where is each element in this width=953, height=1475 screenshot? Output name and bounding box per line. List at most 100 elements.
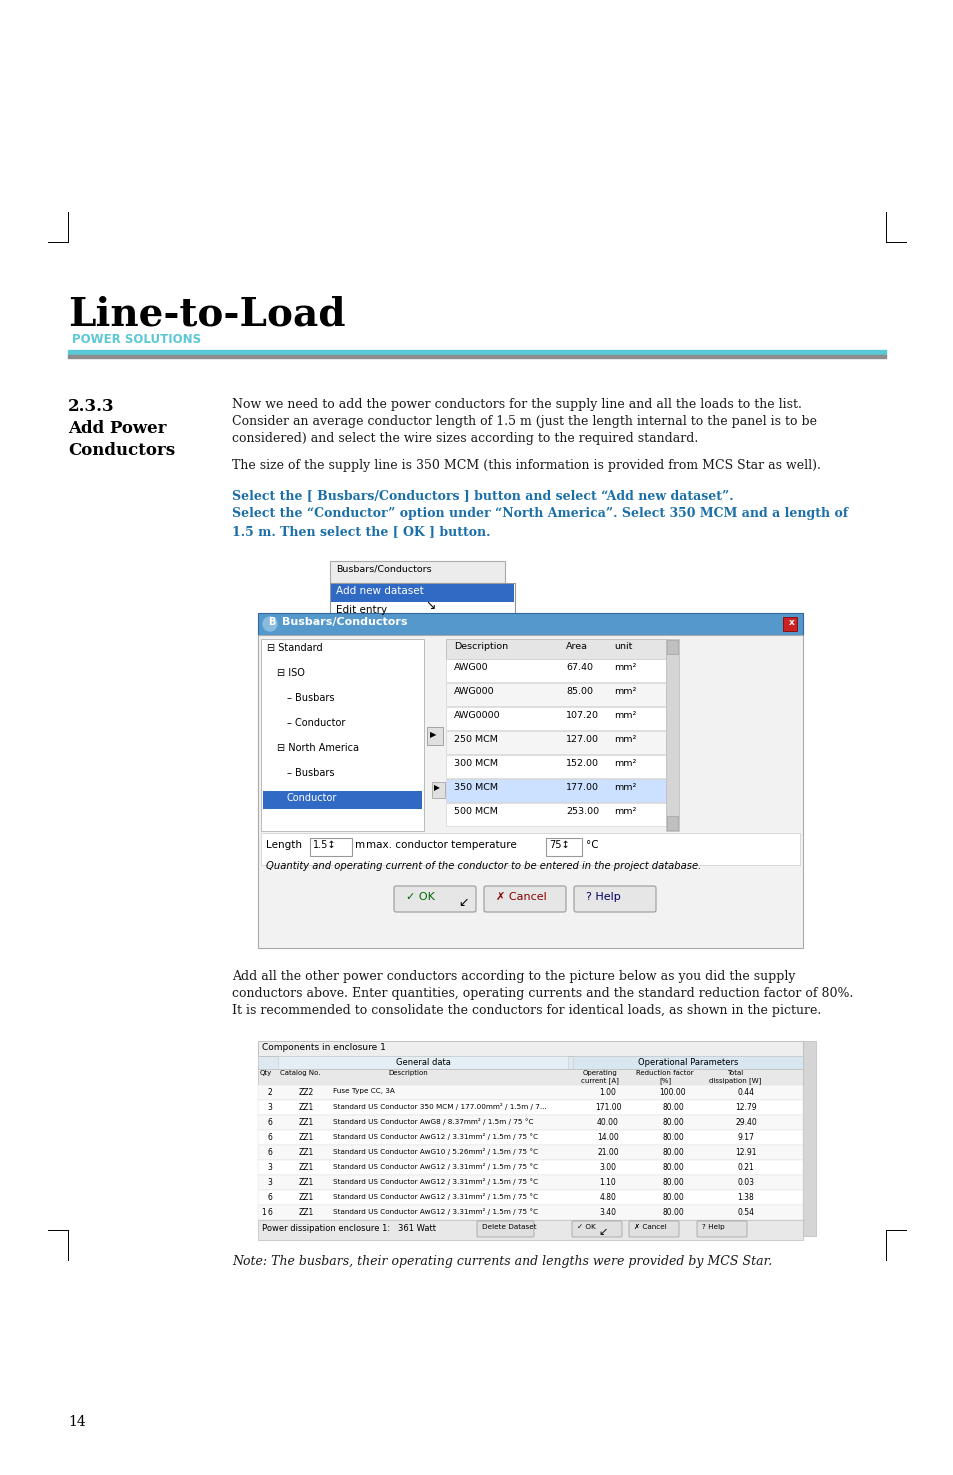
Text: Standard US Conductor AwG12 / 3.31mm² / 1.5m / 75 °C: Standard US Conductor AwG12 / 3.31mm² / … [333, 1133, 537, 1140]
Bar [545, 838, 581, 856]
Bar [446, 659, 665, 681]
Text: 250 MCM: 250 MCM [454, 735, 497, 743]
Text: 4.80: 4.80 [598, 1193, 616, 1202]
Text: ↙: ↙ [598, 1227, 607, 1238]
Text: The size of the supply line is 350 MCM (this information is provided from MCS St: The size of the supply line is 350 MCM (… [232, 459, 820, 472]
Text: 75↕: 75↕ [548, 839, 569, 850]
Text: 127.00: 127.00 [565, 735, 598, 743]
Text: Quantity and operating current of the conductor to be entered in the project dat: Quantity and operating current of the co… [266, 861, 700, 872]
Text: 1: 1 [261, 1208, 266, 1217]
Text: unit: unit [614, 642, 632, 650]
FancyBboxPatch shape [483, 886, 565, 912]
Text: Catalog No.: Catalog No. [279, 1069, 320, 1075]
Text: Standard US Conductor AwG12 / 3.31mm² / 1.5m / 75 °C: Standard US Conductor AwG12 / 3.31mm² / … [333, 1193, 537, 1201]
FancyBboxPatch shape [476, 1221, 534, 1238]
Text: ZZ1: ZZ1 [298, 1148, 314, 1156]
Bar [446, 802, 665, 826]
Text: x: x [788, 618, 794, 627]
Text: Add all the other power conductors according to the picture below as you did the: Add all the other power conductors accor… [232, 971, 795, 982]
Text: 0.21: 0.21 [737, 1162, 754, 1173]
Text: Busbars/Conductors: Busbars/Conductors [335, 565, 431, 574]
Text: Area: Area [565, 642, 587, 650]
Bar [330, 583, 515, 625]
Bar [263, 791, 421, 808]
Bar [432, 782, 444, 798]
Text: Consider an average conductor length of 1.5 m (just the length internal to the p: Consider an average conductor length of … [232, 414, 816, 428]
Text: 3.00: 3.00 [598, 1162, 616, 1173]
Text: Standard US Conductor AwG10 / 5.26mm² / 1.5m / 75 °C: Standard US Conductor AwG10 / 5.26mm² / … [333, 1148, 537, 1155]
FancyBboxPatch shape [697, 1221, 746, 1238]
Bar [446, 732, 665, 754]
Text: mm²: mm² [614, 735, 636, 743]
Bar [427, 727, 442, 745]
Bar [277, 1056, 567, 1069]
Bar [257, 1145, 802, 1159]
Text: mm²: mm² [614, 760, 636, 768]
Text: AWG000: AWG000 [454, 687, 494, 696]
Text: Description: Description [388, 1069, 428, 1075]
Bar [257, 1041, 802, 1056]
Text: 12.91: 12.91 [735, 1148, 756, 1156]
Text: ZZ1: ZZ1 [298, 1193, 314, 1202]
Text: General data: General data [395, 1058, 450, 1066]
Text: 85.00: 85.00 [565, 687, 593, 696]
Text: ? Help: ? Help [701, 1224, 724, 1230]
Text: 80.00: 80.00 [661, 1133, 683, 1142]
Text: ↙: ↙ [457, 895, 468, 909]
Text: 3: 3 [267, 1162, 273, 1173]
Text: dissipation [W]: dissipation [W] [708, 1077, 760, 1084]
Text: 80.00: 80.00 [661, 1162, 683, 1173]
Text: 9.17: 9.17 [737, 1133, 754, 1142]
Text: Note: The busbars, their operating currents and lengths were provided by MCS Sta: Note: The busbars, their operating curre… [232, 1255, 771, 1268]
FancyBboxPatch shape [572, 1221, 621, 1238]
Text: Add Power: Add Power [68, 420, 167, 437]
Text: current [A]: current [A] [580, 1077, 618, 1084]
Text: mm²: mm² [614, 687, 636, 696]
Text: considered) and select the wire sizes according to the required standard.: considered) and select the wire sizes ac… [232, 432, 698, 445]
Bar [310, 838, 352, 856]
Text: B: B [268, 617, 275, 627]
Text: Fuse Type CC, 3A: Fuse Type CC, 3A [333, 1089, 395, 1094]
Text: 0.44: 0.44 [737, 1089, 754, 1097]
Bar [331, 584, 514, 602]
Bar [666, 816, 678, 830]
Text: 1.10: 1.10 [599, 1179, 616, 1187]
Text: Standard US Conductor AwG12 / 3.31mm² / 1.5m / 75 °C: Standard US Conductor AwG12 / 3.31mm² / … [333, 1162, 537, 1170]
Text: 6: 6 [267, 1208, 273, 1217]
Text: mm²: mm² [614, 662, 636, 673]
Text: 2: 2 [268, 1089, 273, 1097]
Bar [782, 617, 796, 631]
Bar [666, 640, 678, 653]
Bar [68, 350, 885, 355]
Bar [802, 1041, 815, 1236]
Text: 171.00: 171.00 [594, 1103, 620, 1112]
Text: Reduction factor: Reduction factor [636, 1069, 693, 1075]
Text: Busbars/Conductors: Busbars/Conductors [282, 617, 407, 627]
Text: 107.20: 107.20 [565, 711, 598, 720]
Text: 2.3.3: 2.3.3 [68, 398, 114, 414]
Bar [573, 1056, 802, 1069]
Text: 80.00: 80.00 [661, 1179, 683, 1187]
Text: Length: Length [266, 839, 302, 850]
Text: ✓ OK: ✓ OK [577, 1224, 595, 1230]
Text: AWG0000: AWG0000 [454, 711, 500, 720]
Text: 21.00: 21.00 [597, 1148, 618, 1156]
Text: ZZ1: ZZ1 [298, 1103, 314, 1112]
Text: Now we need to add the power conductors for the supply line and all the loads to: Now we need to add the power conductors … [232, 398, 801, 412]
Bar [257, 614, 802, 636]
Text: ZZ2: ZZ2 [298, 1089, 314, 1097]
Text: 80.00: 80.00 [661, 1193, 683, 1202]
Text: ✓ OK: ✓ OK [406, 892, 435, 903]
Text: AWG00: AWG00 [454, 662, 488, 673]
Text: 300 MCM: 300 MCM [454, 760, 497, 768]
Text: mm²: mm² [614, 807, 636, 816]
Text: ⊟ ISO: ⊟ ISO [276, 668, 305, 679]
Text: 152.00: 152.00 [565, 760, 598, 768]
FancyBboxPatch shape [574, 886, 656, 912]
Bar [446, 707, 665, 730]
Text: ZZ1: ZZ1 [298, 1208, 314, 1217]
Bar [446, 755, 665, 777]
Text: Edit entry: Edit entry [335, 605, 387, 615]
Text: Operational Parameters: Operational Parameters [638, 1058, 738, 1066]
Text: – Busbars: – Busbars [287, 768, 335, 777]
